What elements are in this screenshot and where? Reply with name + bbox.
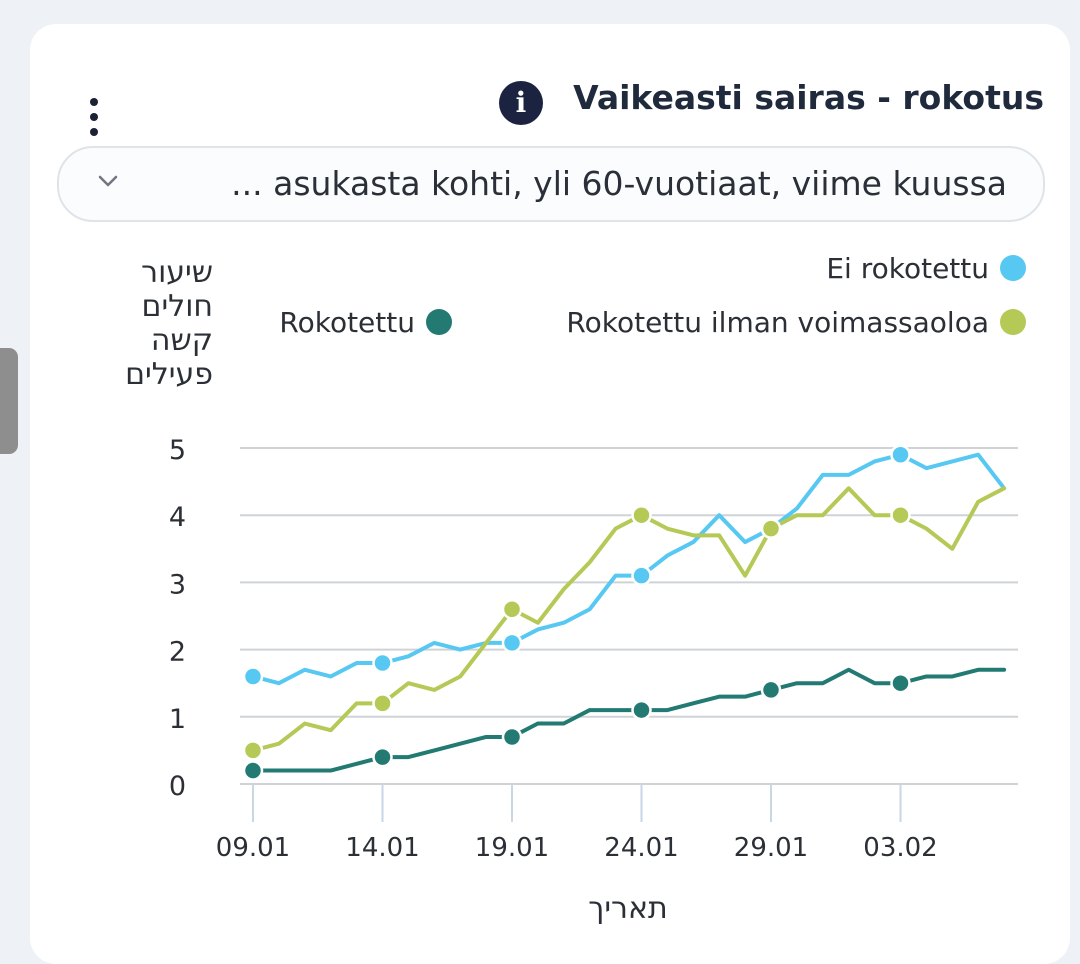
data-point (242, 740, 264, 761)
legend: Ei rokotettu Rokotettu ilman voimassaoloa… (279, 252, 1026, 339)
y-axis-label-line: שיעור (141, 255, 213, 290)
legend-label: Rokotettu ilman voimassaoloa (566, 306, 989, 339)
y-tick-labels: 0 1 2 3 4 5 (169, 435, 186, 802)
x-axis-label: תאריך (588, 891, 668, 926)
legend-swatch (1000, 255, 1026, 281)
info-icon[interactable]: i (499, 81, 543, 125)
chevron-down-icon (98, 175, 118, 187)
data-point (242, 760, 264, 781)
y-tick-label: 0 (169, 771, 186, 802)
series-markers (242, 444, 911, 781)
y-tick-label: 1 (169, 704, 186, 735)
card-title: Vaikeasti sairas - rokotus (573, 78, 1044, 117)
x-tick-label: 14.01 (345, 833, 419, 863)
x-tick-label: 24.01 (604, 833, 678, 863)
scrollbar-thumb[interactable] (0, 348, 18, 454)
data-point (242, 666, 264, 687)
legend-label: Ei rokotettu (826, 252, 989, 285)
y-axis-label-line: פעילים (125, 357, 213, 392)
y-tick-label: 5 (169, 435, 186, 466)
y-tick-label: 2 (169, 637, 186, 668)
line-chart: 0 1 2 3 4 5 09.01 14.01 19.01 24.01 29.01 03.02 Ei… (125, 252, 1026, 926)
data-point (890, 672, 911, 694)
menu-button[interactable] (78, 96, 114, 142)
x-tick-label: 09.01 (216, 833, 290, 863)
data-point (890, 504, 911, 526)
kebab-menu-icon-dot (90, 113, 98, 121)
series-lines (251, 452, 1007, 773)
data-point (760, 679, 782, 701)
x-tick-labels: 09.01 14.01 19.01 24.01 29.01 03.02 (216, 833, 938, 863)
x-tick-label: 29.01 (734, 833, 808, 863)
data-point (372, 652, 393, 674)
metric-selector[interactable]: ... asukasta kohti, yli 60-vuotiaat, vii… (57, 146, 1045, 222)
y-tick-label: 4 (169, 502, 186, 533)
chart-card: i Vaikeasti sairas - rokotus ... asukast… (30, 24, 1070, 964)
grid-lines (240, 447, 1018, 822)
data-point (631, 699, 652, 721)
x-tick-label: 03.02 (863, 833, 937, 863)
y-tick-label: 3 (169, 569, 186, 600)
x-tick-label: 19.01 (475, 833, 549, 863)
data-point (501, 726, 523, 748)
data-point (501, 632, 523, 654)
data-point (372, 746, 393, 768)
legend-swatch (426, 309, 452, 335)
data-point (890, 444, 911, 465)
data-point (631, 504, 652, 526)
legend-swatch (1000, 309, 1026, 335)
data-point (631, 565, 652, 586)
selector-value: ... asukasta kohti, yli 60-vuotiaat, vii… (231, 164, 1007, 203)
y-axis-label-line: קשה (151, 323, 213, 358)
legend-label: Rokotettu (279, 306, 415, 339)
data-point (372, 693, 393, 714)
data-point (501, 599, 523, 620)
kebab-menu-icon (90, 98, 98, 106)
kebab-menu-icon-dot (90, 128, 98, 136)
y-axis-label-line: חולים (142, 289, 213, 324)
data-point (760, 518, 782, 539)
